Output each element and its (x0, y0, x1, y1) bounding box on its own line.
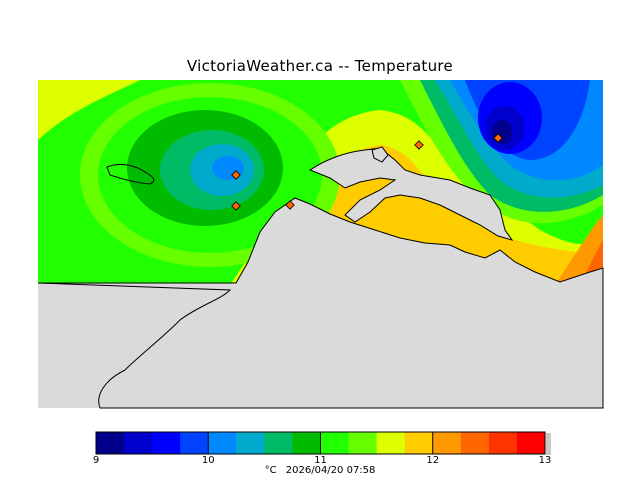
legend-tick-label: 13 (538, 455, 552, 466)
legend-tick-label: 11 (314, 455, 327, 466)
legend-swatch (404, 432, 434, 454)
station-marker[interactable] (414, 140, 424, 150)
legend-tick-label: 10 (201, 455, 215, 466)
timestamp: 2026/04/20 07:58 (285, 465, 376, 476)
legend-swatch (236, 432, 265, 454)
island-outline (106, 164, 155, 185)
legend-swatch (124, 432, 153, 454)
unit-label: °C (264, 465, 277, 476)
land-mainland (37, 197, 604, 409)
legend-swatch (208, 432, 237, 454)
legend-swatch (292, 432, 321, 454)
legend-swatch (376, 432, 406, 454)
legend-swatch (320, 432, 350, 454)
map-title: VictoriaWeather.ca -- Temperature (186, 57, 454, 75)
small-island (371, 146, 389, 163)
legend-tick-label: 12 (426, 455, 440, 466)
station-marker[interactable] (231, 170, 241, 180)
legend-caption: °C 2026/04/20 07:58 (0, 465, 640, 476)
legend-swatch (180, 432, 209, 454)
station-marker[interactable] (285, 200, 295, 210)
legend-swatch (348, 432, 378, 454)
legend-swatch (488, 432, 518, 454)
legend-tick-label: 9 (92, 455, 100, 466)
station-marker[interactable] (231, 201, 241, 211)
coastline (37, 146, 604, 409)
land-peninsula (308, 147, 514, 241)
legend-swatch (152, 432, 181, 454)
legend-swatch (432, 432, 462, 454)
legend-swatch (264, 432, 293, 454)
legend-swatch (516, 432, 546, 454)
legend-swatch (96, 432, 125, 454)
weather-stations (231, 133, 503, 211)
legend-swatch (460, 432, 490, 454)
station-marker[interactable] (493, 133, 503, 143)
